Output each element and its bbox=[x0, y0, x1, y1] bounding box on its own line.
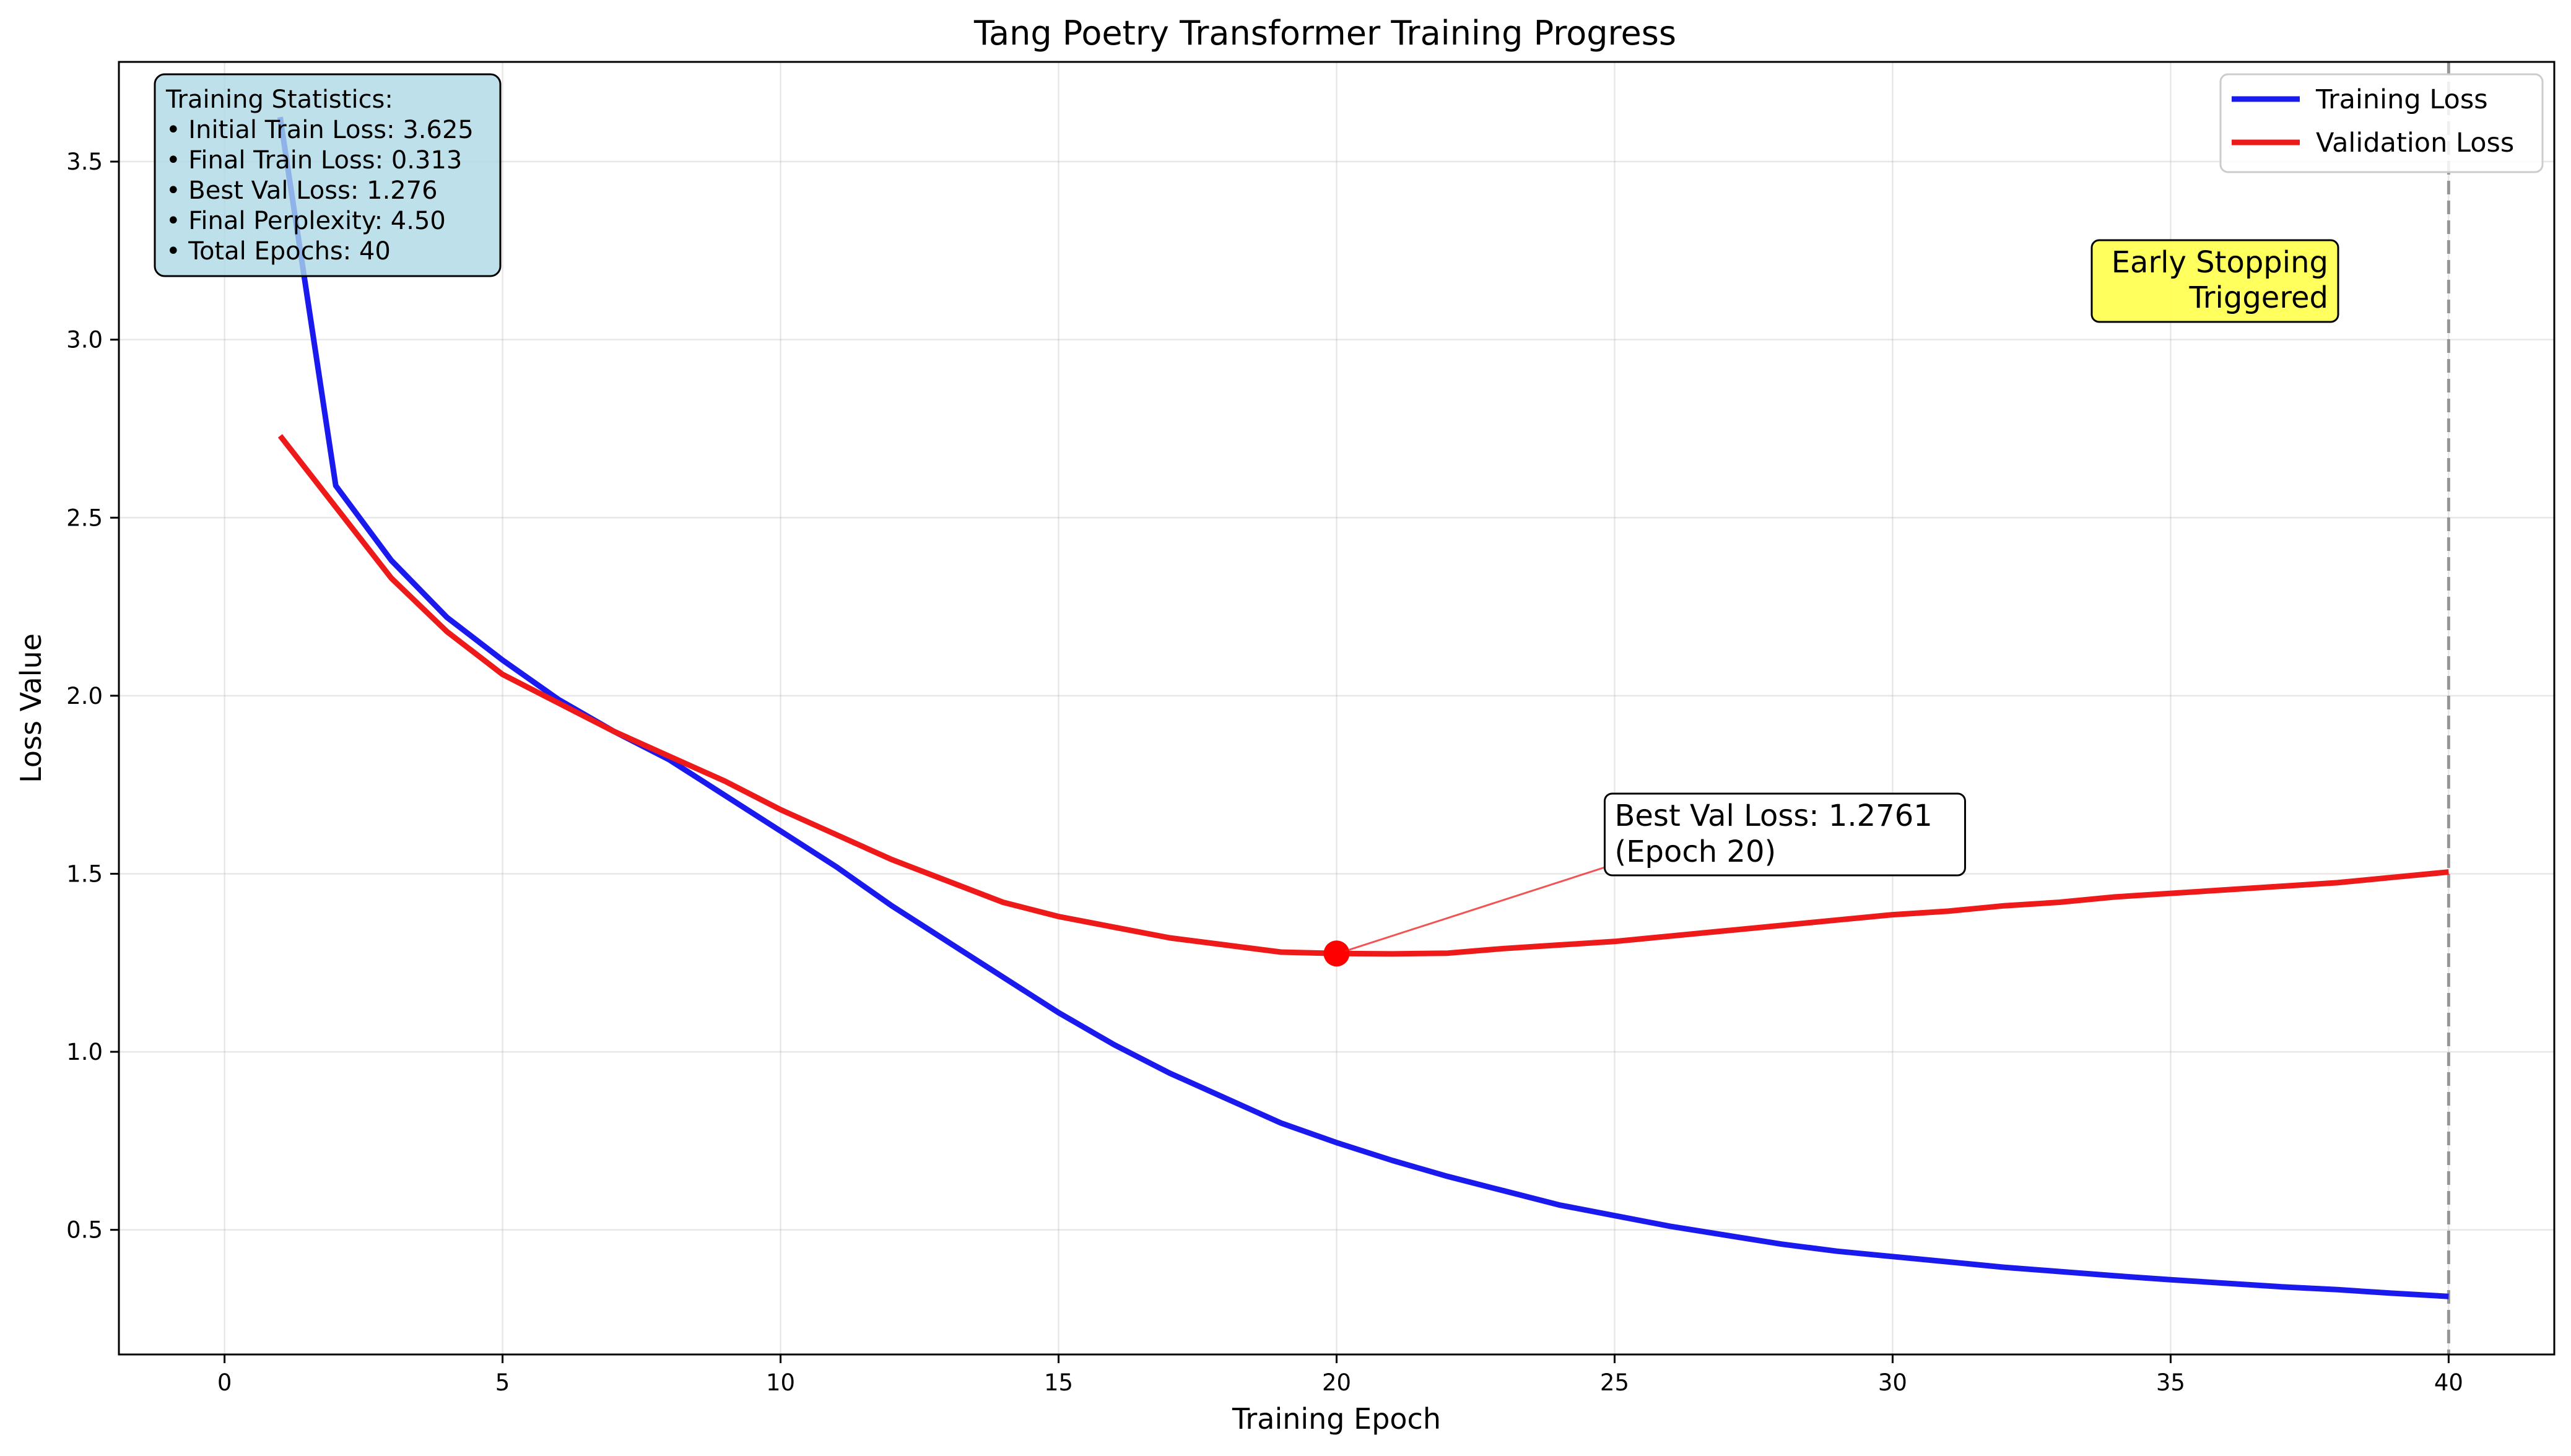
x-tick-label: 25 bbox=[1600, 1369, 1629, 1396]
best-val-box bbox=[1603, 792, 1966, 877]
x-tick-label: 10 bbox=[766, 1369, 795, 1396]
chart-title: Tang Poetry Transformer Training Progres… bbox=[973, 14, 1676, 53]
stats-line: • Total Epochs: 40 bbox=[166, 237, 391, 266]
x-tick-label: 0 bbox=[217, 1369, 232, 1396]
best-val-loss-annotation: Best Val Loss: 1.2761(Epoch 20) bbox=[1345, 792, 1966, 952]
y-axis-label: Loss Value bbox=[14, 633, 48, 783]
x-tick-label: 30 bbox=[1878, 1369, 1907, 1396]
y-tick-label: 2.5 bbox=[66, 505, 103, 531]
legend-frame bbox=[2219, 73, 2544, 173]
legend-label: Validation Loss bbox=[2316, 128, 2514, 158]
annotation-arrow bbox=[1345, 863, 1615, 952]
y-tick-label: 0.5 bbox=[66, 1217, 103, 1244]
legend: Training Loss Validation Loss bbox=[2219, 73, 2544, 173]
x-axis-ticks: 0 5 10 15 20 25 30 35 40 bbox=[217, 1354, 2463, 1396]
early-stop-box bbox=[2090, 239, 2339, 323]
x-tick-label: 20 bbox=[1322, 1369, 1351, 1396]
legend-label: Training Loss bbox=[2315, 84, 2488, 115]
validation-loss-line bbox=[277, 434, 2449, 957]
y-tick-label: 3.0 bbox=[66, 327, 103, 353]
stats-line: Training Statistics: bbox=[165, 85, 393, 114]
x-axis-label: Training Epoch bbox=[1232, 1402, 1441, 1436]
x-tick-label: 35 bbox=[2156, 1369, 2185, 1396]
best-epoch-text: (Epoch 20) bbox=[1614, 834, 1776, 869]
stats-box-bg bbox=[154, 73, 502, 277]
x-tick-label: 5 bbox=[495, 1369, 510, 1396]
x-tick-label: 15 bbox=[1044, 1369, 1073, 1396]
series-layer bbox=[277, 62, 2450, 1354]
early-stop-text-2: Triggered bbox=[2189, 280, 2328, 315]
x-tick-label: 40 bbox=[2434, 1369, 2463, 1396]
early-stop-text-1: Early Stopping bbox=[2112, 245, 2328, 280]
y-tick-label: 2.0 bbox=[66, 683, 103, 709]
y-tick-label: 1.0 bbox=[66, 1039, 103, 1065]
stats-line: • Best Val Loss: 1.276 bbox=[166, 176, 438, 205]
y-tick-label: 1.5 bbox=[66, 860, 103, 887]
y-tick-label: 3.5 bbox=[66, 149, 103, 175]
best-val-point bbox=[1323, 940, 1350, 967]
stats-line: • Final Train Loss: 0.313 bbox=[166, 146, 462, 175]
stats-line: • Final Perplexity: 4.50 bbox=[166, 207, 446, 235]
y-axis-ticks: 0.5 1.0 1.5 2.0 2.5 3.0 3.5 bbox=[66, 149, 119, 1244]
stats-line: • Initial Train Loss: 3.625 bbox=[166, 116, 474, 144]
best-val-text: Best Val Loss: 1.2761 bbox=[1614, 799, 1932, 833]
training-statistics-box: Training Statistics:• Initial Train Loss… bbox=[154, 73, 502, 277]
